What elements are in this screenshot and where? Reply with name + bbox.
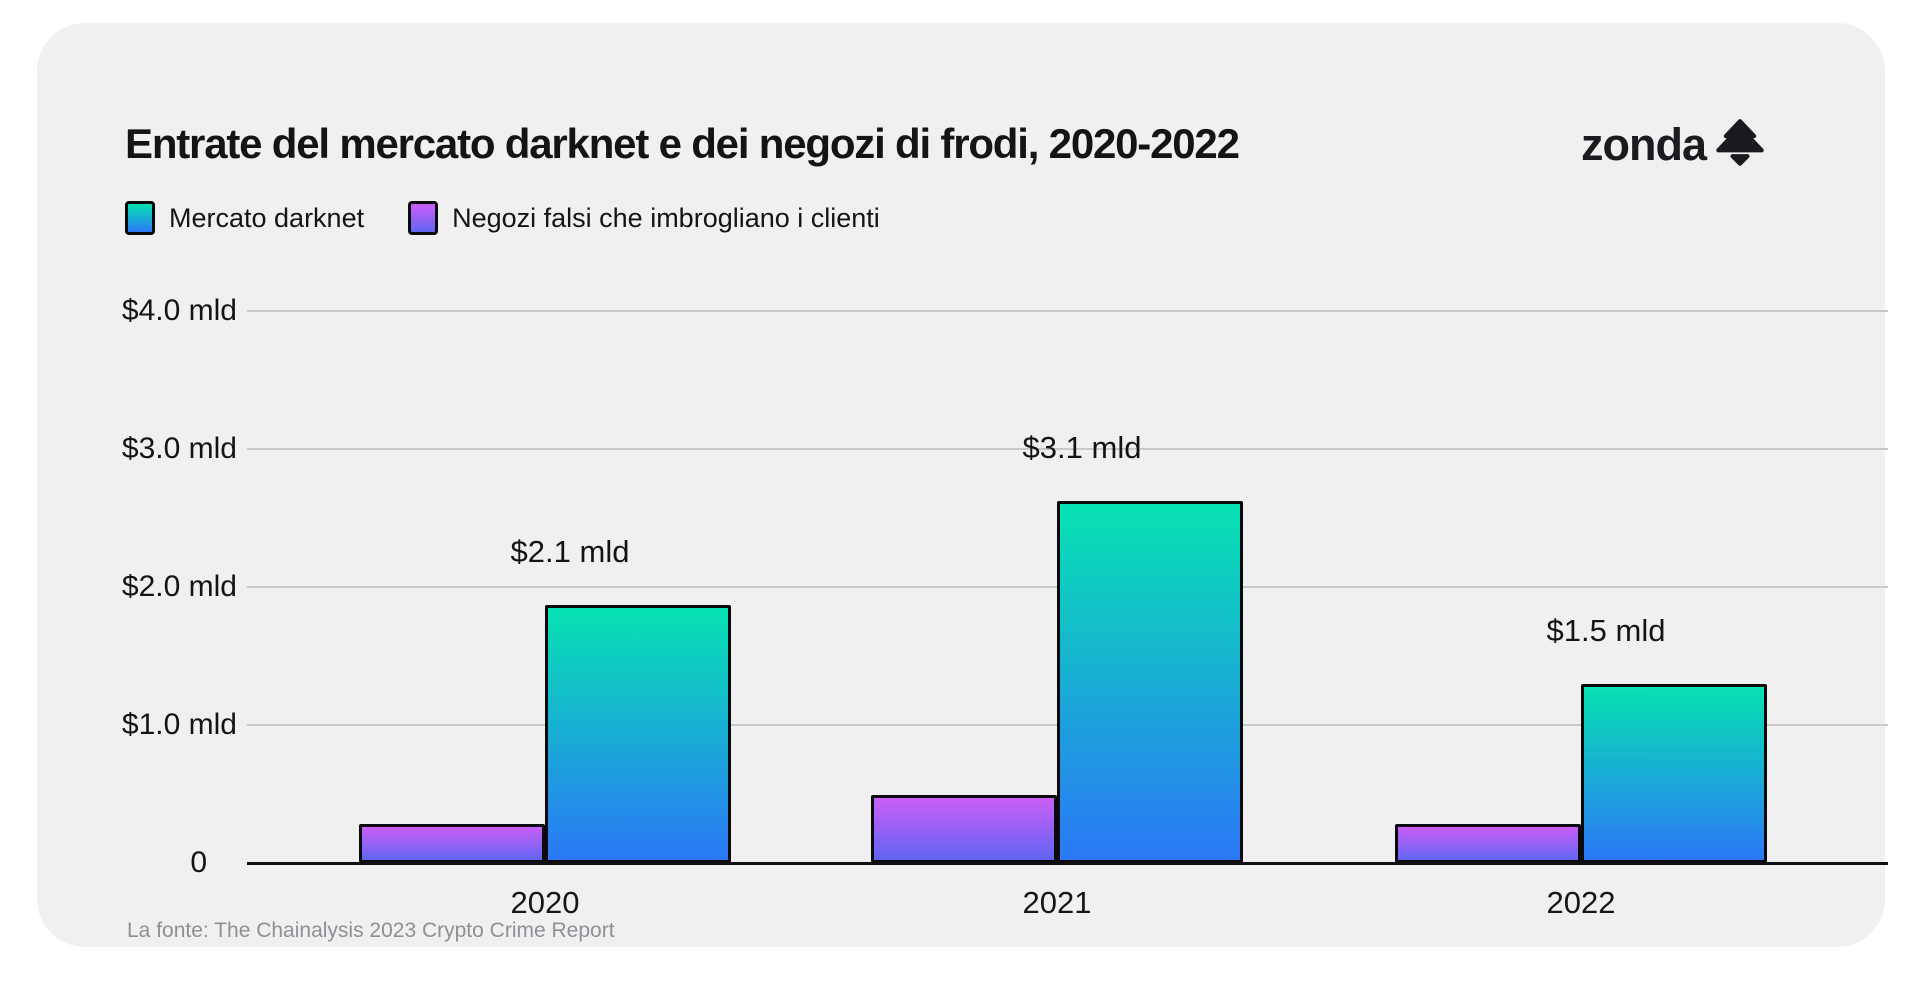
- legend-item-negozi-falsi-che-imbrogliano-i-clienti: Negozi falsi che imbrogliano i clienti: [408, 201, 880, 235]
- bar-chart-plot: $4.0 mld $3.0 mld $2.0 mld $1.0 mld 0 $2.1 ml…: [37, 23, 1920, 1004]
- x-axis-line: [247, 862, 1888, 865]
- x-tick-label-2021: 2021: [1022, 885, 1092, 920]
- x-tick-label-2020: 2020: [510, 885, 580, 920]
- bar-mercato-darknet-2022: [1581, 684, 1767, 863]
- legend-label: Mercato darknet: [169, 202, 365, 233]
- page: Entrate del mercato darknet e dei negozi…: [37, 23, 1888, 947]
- bar-negozi-falsi-che-imbrogliano-i-clienti-2020: [359, 824, 545, 863]
- legend-swatch-mercato-darknet: [125, 201, 155, 235]
- y-tick-label-1: $1.0 mld: [121, 708, 237, 741]
- legend-item-mercato-darknet: Mercato darknet: [125, 201, 364, 235]
- gridline-4: [247, 310, 1888, 312]
- x-tick-label-2022: 2022: [1546, 885, 1616, 920]
- chart-legend: Mercato darknet Negozi falsi che imbrogli…: [125, 201, 880, 235]
- bar-mercato-darknet-2020: [545, 605, 731, 863]
- gridline-3: [247, 448, 1888, 450]
- legend-label: Negozi falsi che imbrogliano i clienti: [452, 202, 880, 233]
- zonda-logo: zonda: [1581, 117, 1765, 172]
- chart-card: Entrate del mercato darknet e dei negozi…: [37, 23, 1888, 947]
- y-tick-label-0: 0: [190, 846, 207, 879]
- bar-negozi-falsi-che-imbrogliano-i-clienti-2021: [871, 795, 1057, 863]
- bar-mercato-darknet-2021: [1057, 501, 1243, 863]
- y-tick-label-2: $2.0 mld: [121, 570, 237, 603]
- source-note: La fonte: The Chainalysis 2023 Crypto Cr…: [127, 919, 615, 942]
- chart-title: Entrate del mercato darknet e dei negozi…: [125, 120, 1240, 167]
- zonda-tree-icon: [1715, 117, 1765, 172]
- bar-negozi-falsi-che-imbrogliano-i-clienti-2022: [1395, 824, 1581, 863]
- value-label-2021: $3.1 mld: [1022, 430, 1142, 465]
- value-label-2022: $1.5 mld: [1546, 613, 1666, 648]
- value-label-2020: $2.1 mld: [510, 534, 630, 569]
- legend-swatch-negozi-falsi-che-imbrogliano-i-clienti: [408, 201, 439, 235]
- y-tick-label-3: $3.0 mld: [121, 432, 237, 465]
- zonda-wordmark: zonda: [1581, 118, 1707, 170]
- y-tick-label-4: $4.0 mld: [121, 294, 237, 327]
